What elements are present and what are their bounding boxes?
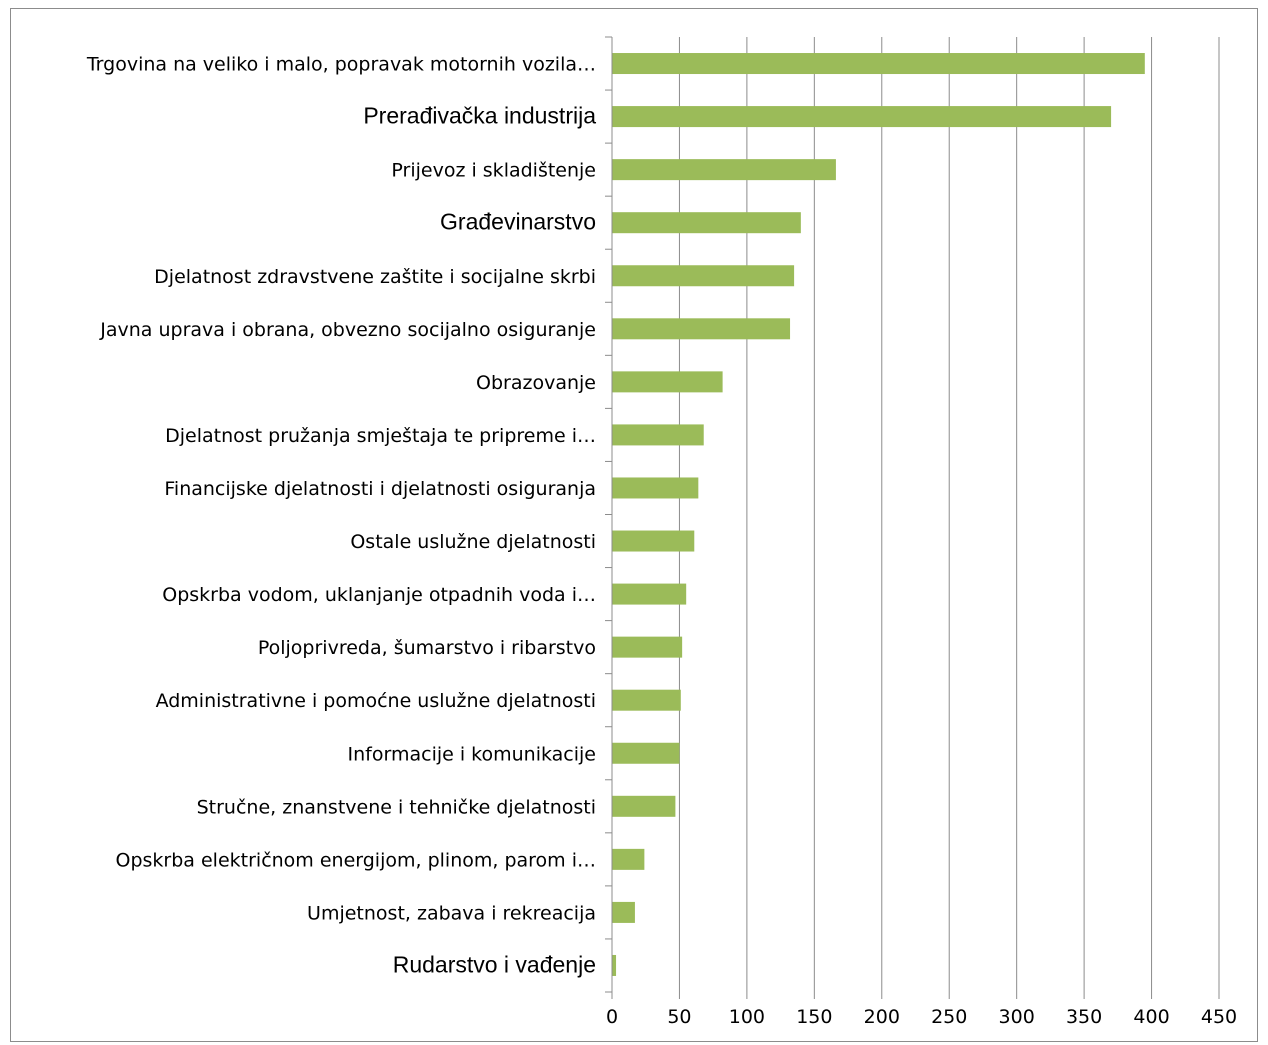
- bar: [612, 848, 645, 870]
- x-tick-label: 300: [999, 1006, 1035, 1028]
- category-label: Ostale uslužne djelatnosti: [350, 531, 596, 553]
- bars: [612, 53, 1145, 976]
- bar: [612, 318, 791, 340]
- bar: [612, 636, 683, 658]
- category-label: Prerađivačka industrija: [363, 103, 596, 129]
- x-tick-label: 250: [931, 1006, 967, 1028]
- bar: [612, 530, 695, 552]
- category-label: Obrazovanje: [476, 372, 596, 394]
- bar: [612, 583, 687, 605]
- category-label: Umjetnost, zabava i rekreacija: [307, 902, 596, 924]
- bar: [612, 212, 801, 234]
- bar: [612, 689, 681, 711]
- bar: [612, 901, 635, 923]
- bar: [612, 106, 1112, 128]
- x-tick-label: 400: [1133, 1006, 1169, 1028]
- category-label: Financijske djelatnosti i djelatnosti os…: [164, 478, 596, 500]
- x-tick-label: 450: [1201, 1006, 1237, 1028]
- bar: [612, 265, 795, 287]
- category-label: Stručne, znanstvene i tehničke djelatnos…: [197, 796, 596, 818]
- category-label: Opskrba električnom energijom, plinom, p…: [116, 849, 596, 871]
- bar: [612, 371, 723, 393]
- category-label: Javna uprava i obrana, obvezno socijalno…: [99, 319, 596, 341]
- bar: [612, 424, 704, 446]
- bar-chart: Trgovina na veliko i malo, popravak moto…: [86, 36, 1237, 1028]
- category-label: Opskrba vodom, uklanjanje otpadnih voda …: [162, 584, 596, 606]
- category-label: Administrativne i pomoćne uslužne djelat…: [156, 690, 596, 712]
- x-tick-label: 0: [606, 1006, 618, 1028]
- axes: [605, 36, 1220, 999]
- category-label: Rudarstvo i vađenje: [393, 951, 596, 977]
- bar: [612, 477, 699, 499]
- x-tick-labels: 0 50 100 150 200 250 300 350 400 450: [606, 1006, 1237, 1028]
- x-tick-label: 100: [729, 1006, 765, 1028]
- bar: [612, 742, 680, 764]
- category-label: Djelatnost zdravstvene zaštite i socijal…: [154, 266, 596, 288]
- x-tick-label: 50: [667, 1006, 691, 1028]
- x-tick-label: 350: [1066, 1006, 1102, 1028]
- x-tick-label: 150: [796, 1006, 832, 1028]
- category-labels: Trgovina na veliko i malo, popravak moto…: [86, 54, 596, 978]
- category-label: Poljoprivreda, šumarstvo i ribarstvo: [258, 637, 596, 659]
- chart-frame: Trgovina na veliko i malo, popravak moto…: [10, 8, 1258, 1042]
- bar: [612, 53, 1145, 75]
- category-label: Informacije i komunikacije: [348, 743, 596, 765]
- x-tick-label: 200: [864, 1006, 900, 1028]
- category-label: Građevinarstvo: [440, 209, 596, 235]
- gridlines: [678, 37, 1220, 992]
- category-label: Djelatnost pružanja smještaja te priprem…: [165, 425, 596, 447]
- bar: [612, 954, 617, 976]
- bar: [612, 795, 676, 817]
- category-label: Trgovina na veliko i malo, popravak moto…: [86, 54, 596, 76]
- category-label: Prijevoz i skladištenje: [391, 160, 596, 182]
- bar: [612, 159, 836, 181]
